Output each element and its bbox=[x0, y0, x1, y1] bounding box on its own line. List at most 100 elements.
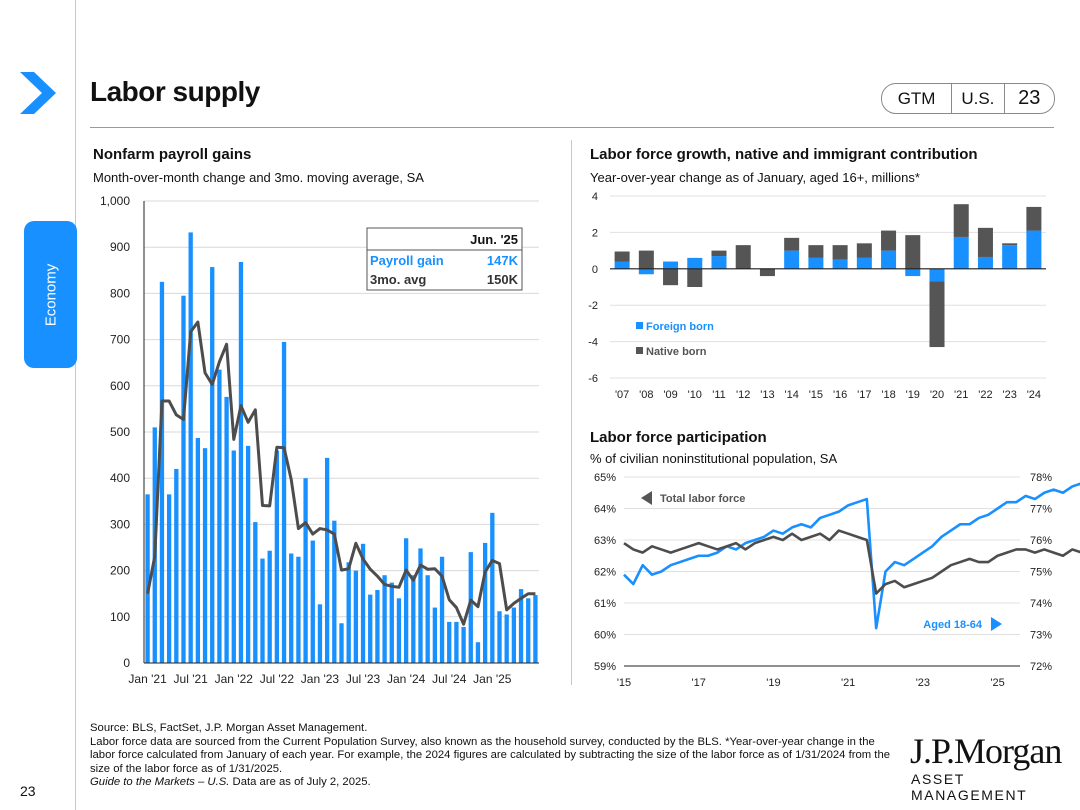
x-tick-label: Jan '21 bbox=[128, 672, 167, 686]
participation-chart-subtitle: % of civilian noninstitutional populatio… bbox=[590, 451, 838, 466]
payroll-bar bbox=[217, 369, 222, 663]
native-born-bar bbox=[759, 268, 775, 277]
y-tick-label: 100 bbox=[110, 610, 130, 624]
y-tick-label: 400 bbox=[110, 471, 130, 485]
y-right-tick-label: 77% bbox=[1030, 504, 1052, 516]
data-date: Data are as of July 2, 2025. bbox=[229, 776, 371, 788]
payroll-bar bbox=[447, 621, 452, 663]
x-tick-label: Jan '22 bbox=[215, 672, 254, 686]
page-title: Labor supply bbox=[90, 76, 260, 107]
payroll-bar bbox=[425, 575, 430, 663]
summary-table-header: Jun. '25 bbox=[470, 232, 518, 247]
foreign-born-bar bbox=[1026, 230, 1042, 269]
page-number: 23 bbox=[20, 783, 36, 799]
payroll-bar bbox=[289, 553, 294, 663]
payroll-bar bbox=[332, 520, 337, 663]
y-tick-label: 0 bbox=[592, 264, 598, 276]
summary-row-label: 3mo. avg bbox=[370, 272, 426, 287]
payroll-bar bbox=[274, 450, 280, 663]
native-born-bar bbox=[614, 251, 630, 262]
gtm-badge: GTM U.S. 23 bbox=[881, 83, 1055, 114]
y-tick-label: 500 bbox=[110, 425, 130, 439]
native-born-bar bbox=[711, 250, 727, 257]
y-right-tick-label: 73% bbox=[1030, 630, 1052, 642]
x-tick-label: '18 bbox=[881, 389, 895, 401]
foreign-born-bar bbox=[881, 250, 897, 269]
payroll-bar bbox=[224, 396, 229, 663]
x-tick-label: '09 bbox=[663, 389, 677, 401]
native-born-bar bbox=[856, 243, 872, 258]
payroll-bar bbox=[411, 575, 416, 663]
payroll-bar bbox=[339, 623, 344, 663]
x-tick-label: '17 bbox=[857, 389, 871, 401]
total-labor-force-annotation: Total labor force bbox=[660, 493, 745, 505]
foreign-born-bar bbox=[856, 257, 872, 269]
payroll-bar bbox=[418, 548, 423, 663]
left-margin-divider bbox=[75, 0, 76, 810]
native-born-bar bbox=[663, 268, 679, 286]
data-note: Labor force data are sourced from the Cu… bbox=[90, 735, 891, 775]
x-tick-label: '19 bbox=[766, 677, 780, 689]
guide-title: Guide to the Markets – U.S. bbox=[90, 776, 230, 788]
payroll-bar bbox=[253, 522, 258, 663]
brand-subtitle: ASSET MANAGEMENT bbox=[911, 771, 1028, 803]
payroll-bar bbox=[238, 261, 244, 663]
y-tick-label: 800 bbox=[110, 286, 130, 300]
x-tick-label: '14 bbox=[784, 389, 798, 401]
payroll-bar bbox=[245, 445, 251, 663]
foreign-born-bar bbox=[614, 261, 630, 269]
legend-swatch bbox=[636, 322, 643, 329]
y-tick-label: 0 bbox=[123, 656, 130, 670]
payroll-bar bbox=[461, 626, 466, 663]
section-tab-economy[interactable]: Economy bbox=[24, 221, 77, 368]
native-born-bar bbox=[905, 235, 921, 269]
native-born-bar bbox=[638, 250, 654, 269]
x-tick-label: Jan '24 bbox=[387, 672, 426, 686]
legend-swatch bbox=[636, 347, 643, 354]
y-tick-label: -4 bbox=[588, 337, 598, 349]
payroll-bar bbox=[518, 589, 524, 663]
x-tick-label: '21 bbox=[841, 677, 855, 689]
summary-row-value: 147K bbox=[487, 253, 519, 268]
x-tick-label: Jul '23 bbox=[346, 672, 381, 686]
x-tick-label: '23 bbox=[1002, 389, 1016, 401]
payroll-bar bbox=[533, 595, 538, 663]
payroll-bar bbox=[353, 570, 359, 663]
arrow-left-icon bbox=[641, 491, 652, 505]
payroll-bar bbox=[296, 556, 301, 663]
payroll-bar bbox=[210, 267, 215, 663]
chart-divider bbox=[571, 140, 572, 685]
payroll-bar bbox=[511, 607, 517, 663]
y-tick-label: 200 bbox=[110, 564, 130, 578]
x-tick-label: '16 bbox=[833, 389, 847, 401]
x-tick-label: '12 bbox=[736, 389, 750, 401]
x-tick-label: '19 bbox=[906, 389, 920, 401]
foreign-born-bar bbox=[808, 257, 824, 269]
summary-row-value: 150K bbox=[487, 272, 519, 287]
x-tick-label: '25 bbox=[990, 677, 1004, 689]
y-tick-label: 900 bbox=[110, 240, 130, 254]
footnotes: Source: BLS, FactSet, J.P. Morgan Asset … bbox=[90, 722, 900, 790]
payroll-bar bbox=[260, 558, 265, 663]
payroll-bar bbox=[324, 457, 330, 663]
y-left-tick-label: 62% bbox=[594, 567, 616, 579]
payroll-bar bbox=[188, 232, 193, 663]
y-tick-label: -2 bbox=[588, 300, 598, 312]
payroll-bar bbox=[281, 341, 287, 663]
header-rule bbox=[90, 127, 1054, 128]
brand-logo: J.P.Morgan bbox=[910, 731, 1062, 771]
foreign-born-bar bbox=[663, 261, 679, 269]
x-tick-label: Jul '22 bbox=[260, 672, 295, 686]
payroll-bar bbox=[202, 448, 208, 663]
payroll-bar bbox=[475, 642, 481, 663]
summary-table bbox=[366, 227, 523, 291]
payroll-bar bbox=[468, 552, 473, 663]
payroll-bar bbox=[482, 542, 488, 663]
arrow-right-icon bbox=[991, 617, 1002, 631]
payroll-bar bbox=[403, 538, 409, 663]
gtm-page-number: 23 bbox=[1018, 87, 1041, 109]
y-tick-label: -6 bbox=[588, 373, 598, 385]
native-born-bar bbox=[929, 281, 945, 348]
